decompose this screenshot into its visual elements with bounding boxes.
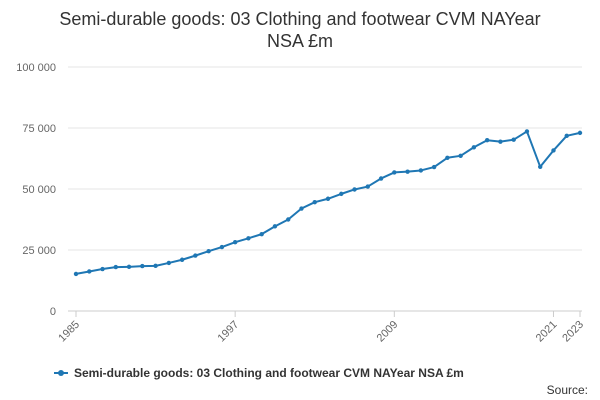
data-point-1994[interactable]	[193, 253, 198, 258]
data-point-2007[interactable]	[365, 184, 370, 189]
chart-title-line-2: NSA £m	[266, 31, 334, 51]
data-point-2000[interactable]	[272, 224, 278, 229]
data-point-2003[interactable]	[312, 199, 317, 205]
data-point-1999[interactable]	[259, 231, 264, 237]
legend-label: Semi-durable goods: 03 Clothing and foot…	[74, 366, 464, 380]
data-point-1996[interactable]	[219, 244, 225, 250]
y-tick-label-75000: 75 000	[22, 123, 56, 135]
data-point-1988[interactable]	[113, 264, 118, 270]
data-point-2004[interactable]	[325, 196, 331, 201]
data-point-2010[interactable]	[405, 169, 410, 174]
data-point-1991[interactable]	[153, 263, 158, 269]
data-point-2005[interactable]	[339, 191, 344, 197]
data-point-2023[interactable]	[577, 130, 583, 136]
data-point-2006[interactable]	[352, 187, 357, 192]
data-point-1997[interactable]	[232, 239, 238, 245]
x-axis: 1985 1997 2009 2021 2023	[56, 310, 586, 345]
data-point-2019[interactable]	[524, 129, 530, 134]
x-tick-label-2009: 2009	[375, 319, 401, 345]
data-point-1987[interactable]	[100, 266, 105, 272]
data-point-2017[interactable]	[498, 139, 503, 144]
y-tick-label-100000: 100 000	[16, 62, 56, 74]
data-point-1998[interactable]	[246, 236, 251, 241]
data-point-2012[interactable]	[431, 164, 437, 170]
grid-lines	[68, 66, 582, 312]
data-point-2020[interactable]	[538, 164, 543, 169]
y-tick-label-50000: 50 000	[22, 184, 56, 196]
data-point-2001[interactable]	[286, 217, 291, 222]
x-tick-label-1997: 1997	[215, 319, 241, 345]
data-point-2016[interactable]	[484, 138, 490, 143]
legend[interactable]: Semi-durable goods: 03 Clothing and foot…	[54, 366, 464, 380]
data-point-1993[interactable]	[179, 257, 185, 262]
data-point-2022[interactable]	[564, 133, 569, 139]
data-point-2018[interactable]	[511, 137, 516, 142]
data-point-2008[interactable]	[378, 176, 384, 181]
chart-title: Semi-durable goods: 03 Clothing and foot…	[0, 8, 600, 52]
x-tick-label-2023: 2023	[560, 319, 586, 345]
chart-title-line-1: Semi-durable goods: 03 Clothing and foot…	[59, 9, 541, 29]
data-point-1985[interactable]	[73, 271, 79, 277]
data-point-2002[interactable]	[299, 206, 304, 211]
data-point-1989[interactable]	[126, 264, 132, 270]
data-point-2013[interactable]	[445, 155, 450, 160]
data-point-1995[interactable]	[206, 249, 211, 254]
data-point-2011[interactable]	[418, 168, 424, 173]
y-axis: 0 25 000 50 000 75 000 100 000	[16, 62, 56, 318]
legend-line-marker-icon	[54, 368, 68, 378]
data-point-1990[interactable]	[140, 263, 145, 269]
series-line	[75, 130, 581, 275]
x-tick-label-2021: 2021	[534, 319, 560, 345]
data-point-2014[interactable]	[458, 153, 463, 159]
data-point-2021[interactable]	[551, 148, 556, 153]
data-point-1986[interactable]	[87, 269, 92, 274]
y-tick-label-25000: 25 000	[22, 245, 56, 257]
source-note: Source:	[546, 383, 588, 397]
series-layer	[73, 129, 583, 277]
y-tick-label-0: 0	[50, 306, 56, 318]
x-tick-label-1985: 1985	[56, 319, 82, 345]
data-point-2015[interactable]	[471, 145, 477, 150]
data-point-1992[interactable]	[166, 260, 172, 266]
data-point-2009[interactable]	[392, 170, 397, 175]
